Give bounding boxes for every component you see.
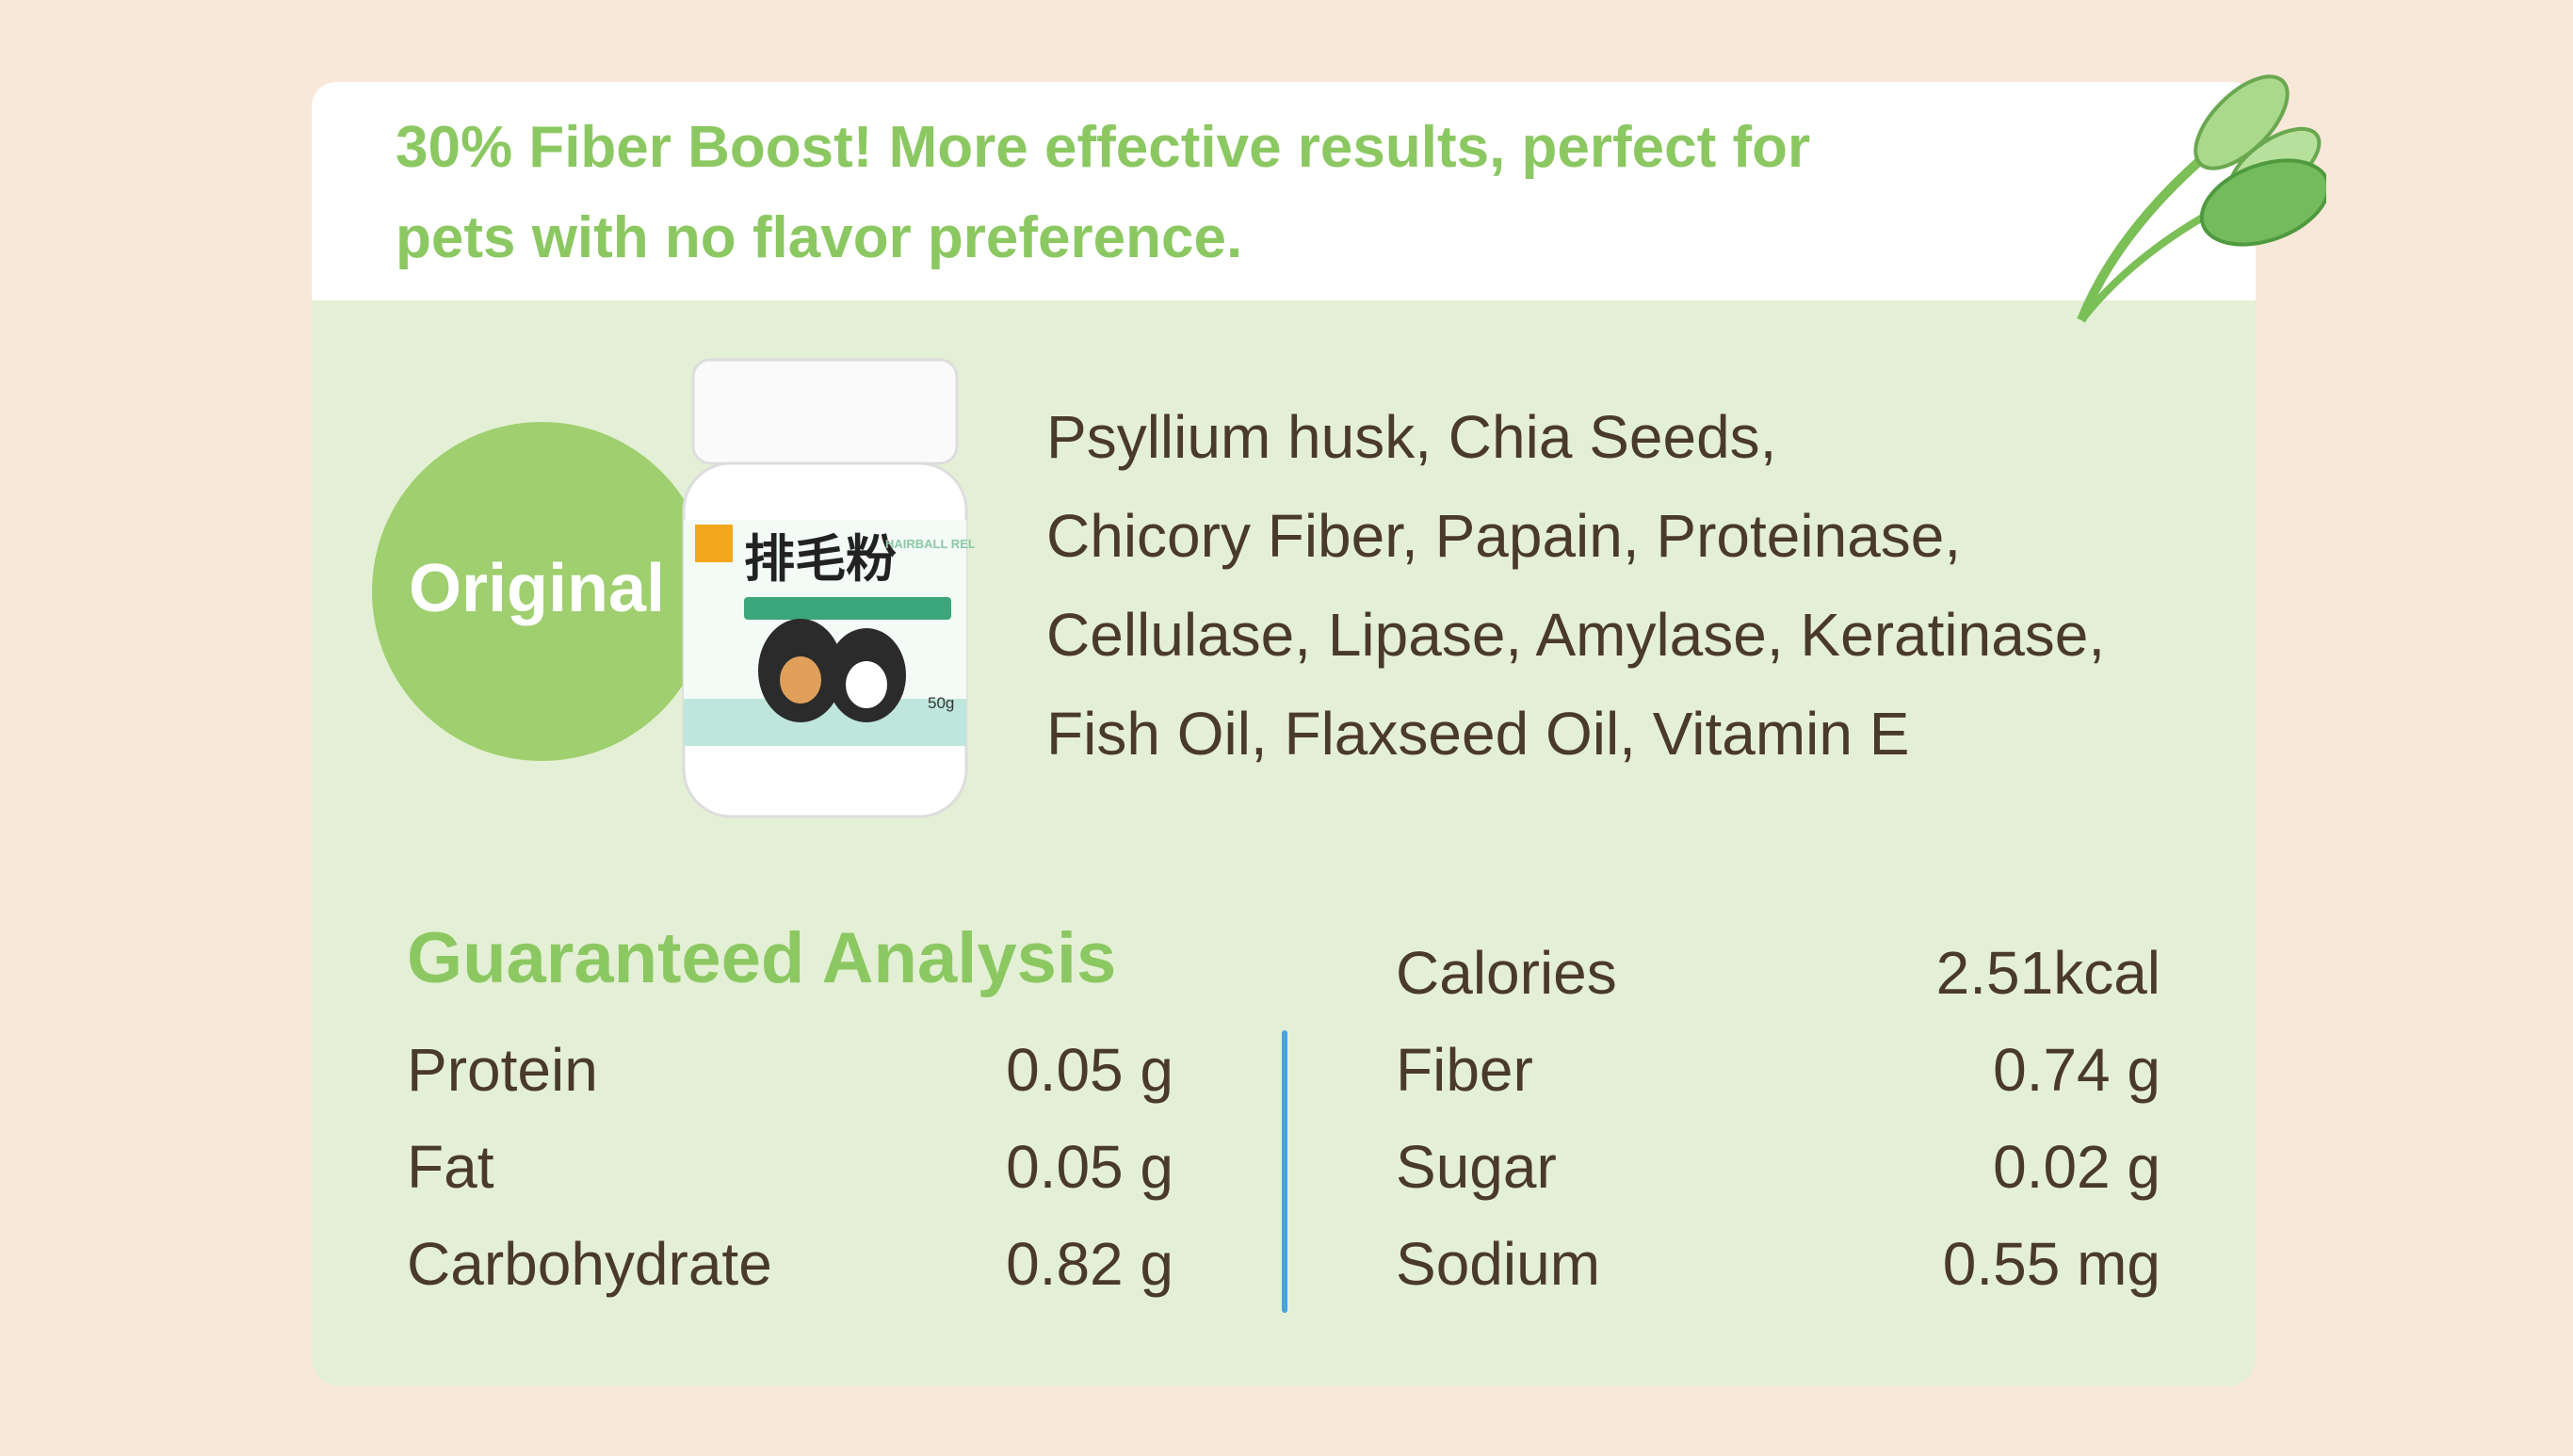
ingredient-line: Psyllium husk, Chia Seeds, (1046, 403, 1777, 471)
nutrient-value: 0.82 g (1006, 1230, 1173, 1298)
ingredient-line: Cellulase, Lipase, Amylase, Keratinase, (1046, 601, 2106, 669)
badge: Original (372, 422, 711, 761)
product-weight: 50g (928, 694, 954, 712)
header-line: pets with no flavor preference. (396, 205, 1243, 270)
nutrient-label: Fat (407, 1133, 494, 1201)
product-english: HAIRBALL RELIEF (885, 537, 975, 551)
nutrient-value: 0.05 g (1006, 1036, 1173, 1104)
nutrient-value: 0.05 g (1006, 1133, 1173, 1201)
header-card (312, 82, 2256, 300)
divider (1282, 1030, 1287, 1313)
product-name: 排毛粉 (744, 531, 897, 588)
nutrient-label: Sodium (1396, 1230, 1600, 1298)
nutrient-value: 0.74 g (1993, 1036, 2160, 1104)
ingredient-line: Fish Oil, Flaxseed Oil, Vitamin E (1046, 700, 1910, 768)
leaf-decoration (2077, 74, 2326, 323)
nutrient-label: Calories (1396, 939, 1617, 1007)
analysis-title: Guaranteed Analysis (407, 918, 1117, 998)
nutrient-label: Carbohydrate (407, 1230, 772, 1298)
badge-label: Original (409, 551, 665, 626)
nutrient-value: 0.55 mg (1942, 1230, 2160, 1298)
nutrient-value: 0.02 g (1993, 1133, 2160, 1201)
nutrient-label: Protein (407, 1036, 598, 1104)
nutrient-value: 2.51kcal (1935, 939, 2160, 1007)
nutrient-label: Fiber (1396, 1036, 1533, 1104)
nutrient-label: Sugar (1396, 1133, 1557, 1201)
ingredient-line: Chicory Fiber, Papain, Proteinase, (1046, 502, 1962, 570)
header-line: 30% Fiber Boost! More effective results,… (396, 115, 1811, 180)
product-jar: 排毛粉 HAIRBALL RELIEF 50g (682, 358, 975, 818)
